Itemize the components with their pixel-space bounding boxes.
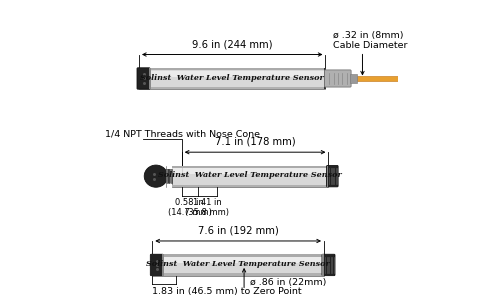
Bar [152, 254, 324, 257]
Text: Solinst  Water Level Temperature Sensor: Solinst Water Level Temperature Sensor [146, 260, 330, 268]
FancyBboxPatch shape [152, 257, 324, 263]
Bar [324, 68, 326, 89]
FancyBboxPatch shape [152, 254, 324, 276]
Bar [172, 165, 328, 168]
Text: 7.6 in (192 mm): 7.6 in (192 mm) [198, 226, 278, 236]
Bar [326, 165, 328, 187]
Text: 0.58 in
(14.7 mm): 0.58 in (14.7 mm) [168, 198, 212, 217]
Text: Solinst  Water Level Temperature Sensor: Solinst Water Level Temperature Sensor [140, 74, 324, 82]
Text: Solinst  Water Level Temperature Sensor: Solinst Water Level Temperature Sensor [158, 171, 342, 179]
FancyBboxPatch shape [139, 71, 326, 77]
Bar [139, 68, 326, 70]
FancyBboxPatch shape [324, 70, 351, 87]
Text: 1.41 in
(35.8 mm): 1.41 in (35.8 mm) [186, 198, 230, 217]
FancyBboxPatch shape [172, 169, 328, 175]
Text: ø .32 in (8mm)
Cable Diameter: ø .32 in (8mm) Cable Diameter [333, 31, 407, 50]
Bar [322, 254, 324, 276]
Text: 1/4 NPT Threads with Nose Cone: 1/4 NPT Threads with Nose Cone [105, 130, 260, 139]
Bar [139, 87, 326, 89]
Text: 9.6 in (244 mm): 9.6 in (244 mm) [192, 39, 272, 49]
Bar [152, 274, 324, 276]
Ellipse shape [144, 165, 168, 187]
Bar [350, 74, 357, 82]
Text: 7.1 in (178 mm): 7.1 in (178 mm) [215, 137, 296, 147]
Bar [162, 254, 164, 276]
Bar [172, 185, 328, 187]
Text: ø .86 in (22mm): ø .86 in (22mm) [250, 278, 326, 288]
FancyBboxPatch shape [326, 165, 338, 187]
FancyBboxPatch shape [172, 165, 328, 187]
Bar [149, 68, 150, 89]
Bar [357, 76, 431, 82]
FancyBboxPatch shape [139, 68, 326, 89]
FancyBboxPatch shape [322, 254, 335, 276]
FancyBboxPatch shape [150, 254, 164, 276]
Bar [166, 169, 172, 183]
FancyBboxPatch shape [137, 68, 150, 89]
Text: 1.83 in (46.5 mm) to Zero Point: 1.83 in (46.5 mm) to Zero Point [152, 287, 302, 296]
